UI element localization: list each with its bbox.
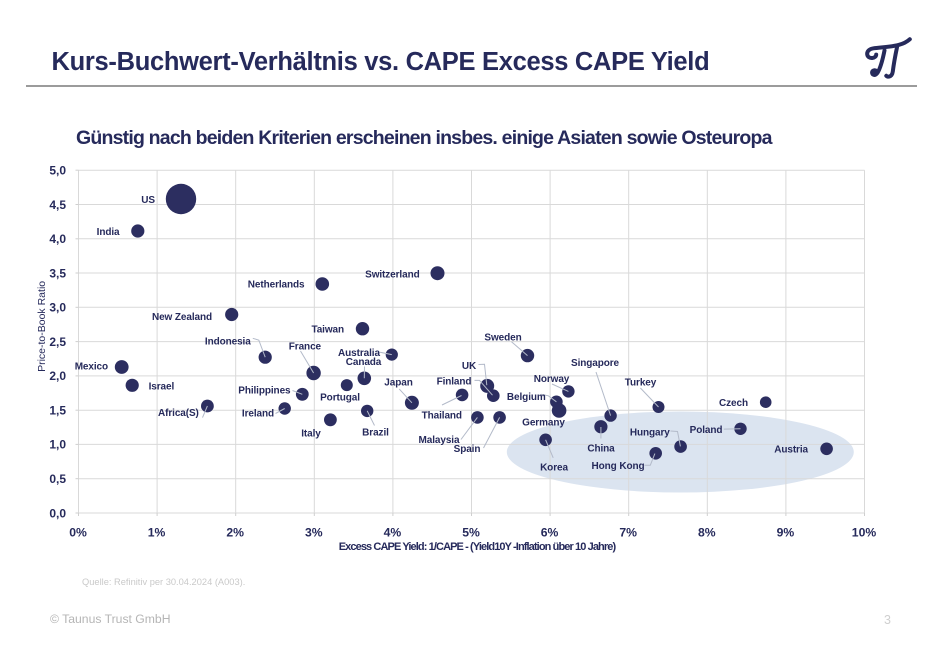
svg-text:Philippines: Philippines [238, 386, 291, 397]
svg-text:6%: 6% [541, 526, 559, 540]
svg-text:5,0: 5,0 [49, 164, 66, 178]
svg-text:3,0: 3,0 [49, 301, 66, 315]
svg-text:New Zealand: New Zealand [152, 312, 212, 323]
svg-text:Hungary: Hungary [630, 428, 670, 439]
svg-text:Czech: Czech [719, 398, 748, 409]
svg-text:4,5: 4,5 [49, 198, 66, 212]
svg-text:Finland: Finland [437, 377, 472, 388]
svg-text:Korea: Korea [540, 463, 568, 474]
svg-text:9%: 9% [777, 526, 795, 540]
svg-text:10%: 10% [852, 526, 877, 540]
svg-text:Singapore: Singapore [571, 358, 620, 369]
svg-text:France: France [289, 342, 322, 353]
svg-text:US: US [141, 195, 155, 206]
svg-text:0%: 0% [69, 526, 87, 540]
svg-text:3%: 3% [305, 526, 323, 540]
svg-text:Africa(S): Africa(S) [158, 408, 199, 419]
svg-text:Brazil: Brazil [362, 428, 389, 439]
svg-text:Poland: Poland [690, 425, 723, 436]
svg-text:7%: 7% [619, 526, 637, 540]
svg-text:2,0: 2,0 [49, 369, 66, 383]
svg-text:4%: 4% [384, 526, 402, 540]
svg-text:Thailand: Thailand [422, 410, 462, 421]
svg-text:Netherlands: Netherlands [248, 280, 305, 291]
svg-text:Sweden: Sweden [484, 332, 521, 343]
svg-text:Australia: Australia [338, 348, 380, 359]
svg-text:Belgium: Belgium [507, 392, 546, 403]
svg-text:China: China [587, 444, 615, 455]
svg-text:Portugal: Portugal [320, 393, 360, 404]
svg-text:Taiwan: Taiwan [311, 325, 344, 336]
svg-text:Norway: Norway [534, 374, 570, 385]
svg-text:Israel: Israel [149, 382, 175, 393]
svg-text:3,5: 3,5 [49, 266, 66, 280]
svg-text:8%: 8% [698, 526, 716, 540]
svg-text:Mexico: Mexico [75, 362, 108, 373]
svg-text:Price-to-Book Ratio: Price-to-Book Ratio [36, 281, 48, 372]
svg-text:Austria: Austria [774, 445, 808, 456]
svg-text:4,0: 4,0 [49, 232, 66, 246]
svg-text:1%: 1% [148, 526, 166, 540]
svg-text:Japan: Japan [384, 378, 412, 389]
svg-text:Switzerland: Switzerland [365, 270, 419, 281]
svg-text:India: India [97, 227, 120, 238]
svg-text:1,0: 1,0 [49, 438, 66, 452]
svg-text:Ireland: Ireland [242, 409, 274, 420]
svg-text:Turkey: Turkey [625, 378, 657, 389]
svg-text:Canada: Canada [346, 357, 382, 368]
svg-text:5%: 5% [462, 526, 480, 540]
svg-text:1,5: 1,5 [49, 404, 66, 418]
svg-text:Germany: Germany [522, 418, 565, 429]
svg-text:Excess CAPE Yield: 1/CAPE - (Y: Excess CAPE Yield: 1/CAPE - (Yield10Y -I… [339, 541, 617, 553]
svg-text:2%: 2% [226, 526, 244, 540]
svg-text:0,0: 0,0 [49, 506, 66, 520]
svg-text:Indonesia: Indonesia [205, 337, 251, 348]
svg-text:Hong Kong: Hong Kong [592, 461, 645, 472]
svg-text:Italy: Italy [301, 429, 321, 440]
svg-text:0,5: 0,5 [49, 472, 66, 486]
svg-text:UK: UK [462, 361, 477, 372]
svg-text:Malaysia: Malaysia [419, 435, 460, 446]
svg-text:Spain: Spain [454, 444, 481, 455]
svg-text:2,5: 2,5 [49, 335, 66, 349]
